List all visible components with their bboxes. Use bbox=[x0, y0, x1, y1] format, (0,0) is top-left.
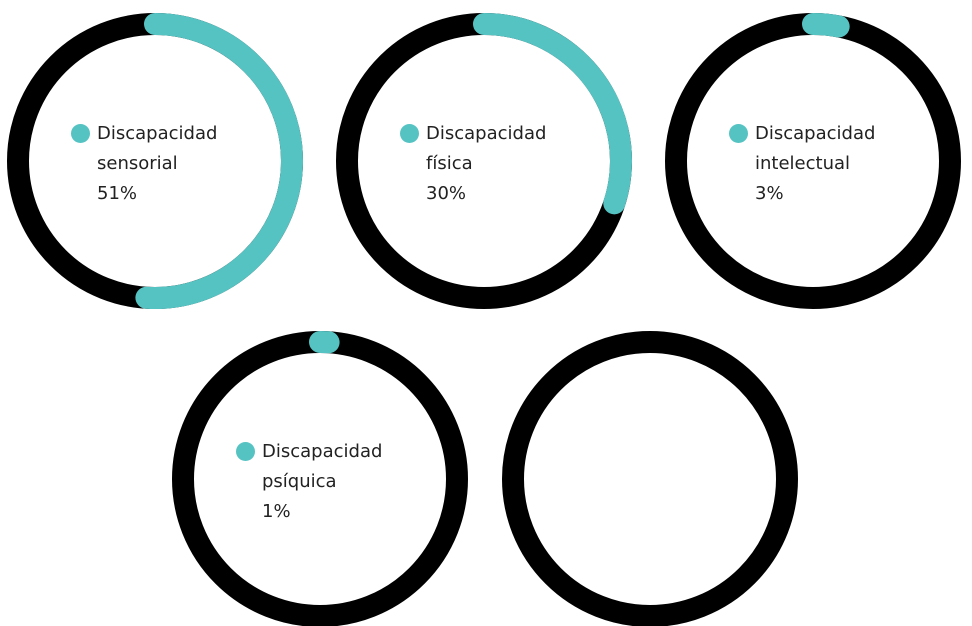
legend-swatch bbox=[400, 124, 419, 143]
legend-swatch bbox=[236, 442, 255, 461]
ring-track bbox=[502, 331, 798, 626]
ring-label: Discapacidad sensorial 51% bbox=[97, 119, 237, 209]
ring-arc bbox=[135, 13, 303, 309]
ring-item: Discapacidad psíquica 1% bbox=[170, 329, 470, 626]
value-label: 51% bbox=[97, 183, 138, 204]
legend-swatch bbox=[71, 124, 90, 143]
ring-item bbox=[500, 329, 800, 626]
ring-chart bbox=[665, 13, 961, 309]
ring-arc bbox=[802, 13, 850, 38]
ring-arc bbox=[473, 13, 632, 215]
ring-label: Discapacidad física 30% bbox=[426, 119, 566, 209]
ring-item: Discapacidad física 30% bbox=[334, 11, 634, 311]
ring-chart bbox=[336, 13, 632, 309]
category-label: Discapacidad sensorial bbox=[97, 123, 218, 174]
category-label: Discapacidad psíquica bbox=[262, 441, 383, 492]
ring-chart bbox=[172, 331, 468, 626]
ring-chart bbox=[7, 13, 303, 309]
ring-label: Discapacidad intelectual 3% bbox=[755, 119, 895, 209]
value-label: 3% bbox=[755, 183, 784, 204]
category-label: Discapacidad intelectual bbox=[755, 123, 876, 174]
legend-swatch bbox=[729, 124, 748, 143]
ring-chart bbox=[502, 331, 798, 626]
ring-item: Discapacidad sensorial 51% bbox=[5, 11, 305, 311]
category-label: Discapacidad física bbox=[426, 123, 547, 174]
ring-label: Discapacidad psíquica 1% bbox=[262, 437, 402, 527]
value-label: 1% bbox=[262, 501, 291, 522]
value-label: 30% bbox=[426, 183, 467, 204]
ring-item: Discapacidad intelectual 3% bbox=[663, 11, 963, 311]
